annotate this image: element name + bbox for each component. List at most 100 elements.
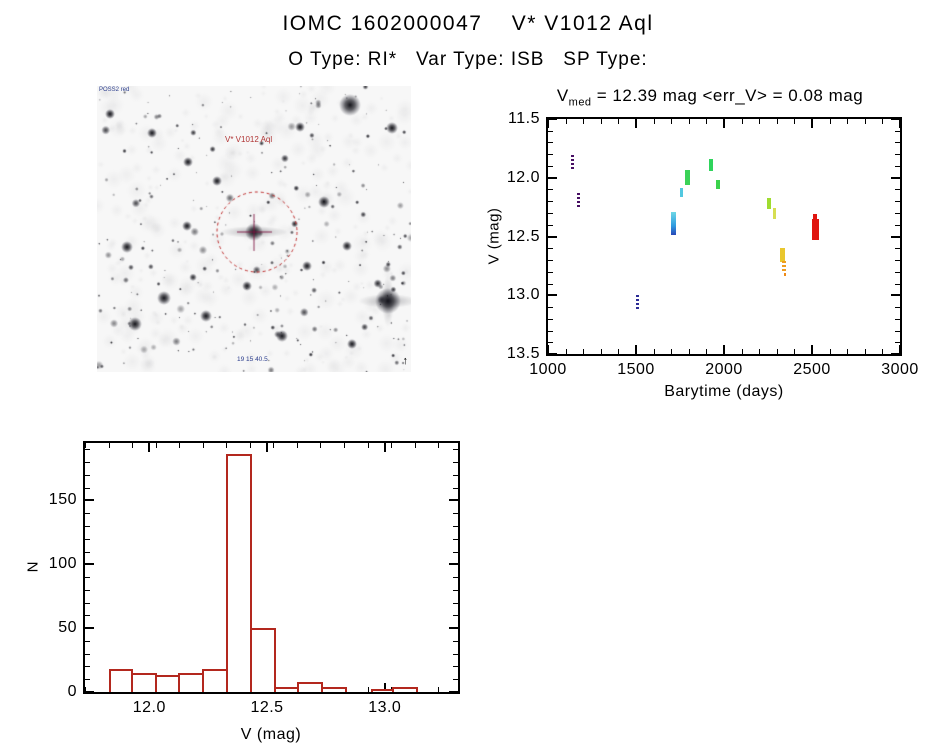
data-cluster bbox=[784, 272, 787, 277]
x-tick-label: 2500 bbox=[793, 361, 831, 378]
y-tick bbox=[548, 331, 553, 332]
x-tick bbox=[794, 119, 795, 124]
y-tick bbox=[453, 526, 458, 527]
data-cluster bbox=[811, 218, 819, 241]
y-tick bbox=[548, 248, 553, 249]
x-tick bbox=[635, 119, 637, 128]
y-tick bbox=[453, 513, 458, 514]
y-tick bbox=[85, 627, 94, 629]
histogram-bar bbox=[202, 669, 228, 692]
y-tick bbox=[895, 213, 900, 214]
lightcurve-title-sub: med bbox=[568, 96, 592, 109]
x-tick bbox=[794, 349, 795, 354]
x-tick bbox=[384, 443, 386, 452]
x-tick bbox=[601, 349, 602, 354]
x-tick-label: 3000 bbox=[881, 361, 919, 378]
y-tick bbox=[548, 201, 553, 202]
x-tick bbox=[203, 443, 204, 448]
x-tick bbox=[273, 443, 274, 448]
y-tick-label: 0 bbox=[67, 683, 77, 700]
y-tick bbox=[895, 248, 900, 249]
page-title: IOMC 1602000047 V* V1012 Aql bbox=[282, 12, 654, 35]
y-tick bbox=[453, 590, 458, 591]
histogram-bar bbox=[250, 628, 276, 692]
x-tick bbox=[148, 443, 150, 452]
data-cluster bbox=[670, 211, 676, 236]
target-label: V* V1012 Aql bbox=[225, 135, 273, 144]
x-tick bbox=[830, 349, 831, 354]
x-tick-label: 2000 bbox=[705, 361, 743, 378]
x-tick bbox=[689, 119, 690, 124]
y-tick bbox=[449, 563, 458, 565]
y-tick bbox=[453, 462, 458, 463]
y-tick bbox=[85, 666, 90, 667]
x-tick bbox=[899, 119, 901, 128]
y-tick bbox=[895, 154, 900, 155]
y-tick bbox=[548, 131, 553, 132]
x-tick bbox=[882, 349, 883, 354]
y-tick bbox=[85, 539, 90, 540]
x-tick-label: 12.5 bbox=[250, 699, 284, 716]
finding-chart: POSS2 red V* V1012 Aql 19 15 40.5 ↑ bbox=[97, 86, 411, 372]
y-tick bbox=[85, 499, 94, 501]
y-tick bbox=[548, 319, 553, 320]
y-tick bbox=[548, 177, 557, 179]
x-tick bbox=[811, 119, 813, 128]
north-arrow-icon: ↑ bbox=[402, 355, 409, 367]
x-tick bbox=[618, 349, 619, 354]
y-tick-label: 50 bbox=[58, 619, 77, 637]
y-tick bbox=[548, 142, 553, 143]
y-tick bbox=[85, 615, 90, 616]
x-tick bbox=[320, 443, 321, 448]
data-cluster bbox=[773, 208, 777, 219]
x-tick bbox=[566, 119, 567, 124]
x-tick bbox=[438, 443, 439, 448]
x-tick bbox=[547, 119, 549, 128]
x-tick bbox=[882, 119, 883, 124]
x-tick bbox=[689, 349, 690, 354]
lightcurve-title-rest: = 12.39 mag <err_V> = 0.08 mag bbox=[591, 86, 864, 105]
y-tick bbox=[449, 627, 458, 629]
y-tick bbox=[891, 236, 900, 238]
y-tick bbox=[891, 118, 900, 120]
y-tick bbox=[548, 118, 557, 120]
y-tick bbox=[895, 284, 900, 285]
y-tick bbox=[85, 679, 90, 680]
y-tick bbox=[85, 513, 90, 514]
y-tick bbox=[548, 294, 557, 296]
y-tick bbox=[895, 201, 900, 202]
x-tick bbox=[671, 349, 672, 354]
y-tick-label: 11.5 bbox=[508, 110, 540, 127]
x-tick bbox=[706, 349, 707, 354]
y-tick bbox=[895, 331, 900, 332]
y-tick bbox=[453, 449, 458, 450]
histogram-bar bbox=[321, 686, 347, 692]
y-tick bbox=[548, 154, 553, 155]
data-cluster bbox=[813, 214, 818, 223]
x-tick bbox=[671, 119, 672, 124]
y-tick-label: 150 bbox=[48, 491, 77, 509]
x-tick bbox=[618, 119, 619, 124]
y-tick bbox=[895, 225, 900, 226]
x-tick bbox=[415, 443, 416, 448]
y-tick bbox=[895, 142, 900, 143]
x-tick bbox=[368, 443, 369, 448]
y-tick bbox=[449, 691, 458, 693]
x-tick bbox=[723, 119, 725, 128]
y-tick bbox=[895, 307, 900, 308]
x-tick bbox=[438, 687, 439, 692]
data-cluster bbox=[679, 188, 683, 197]
y-tick bbox=[453, 488, 458, 489]
data-cluster bbox=[782, 261, 787, 271]
data-cluster bbox=[684, 169, 690, 185]
data-cluster bbox=[766, 197, 771, 210]
y-tick bbox=[453, 641, 458, 642]
x-tick bbox=[368, 687, 369, 692]
data-cluster bbox=[635, 295, 639, 311]
x-tick bbox=[132, 443, 133, 448]
y-tick-label: 13.0 bbox=[506, 286, 540, 304]
x-tick bbox=[865, 119, 866, 124]
x-tick-label: 1500 bbox=[617, 361, 655, 378]
x-tick bbox=[566, 349, 567, 354]
